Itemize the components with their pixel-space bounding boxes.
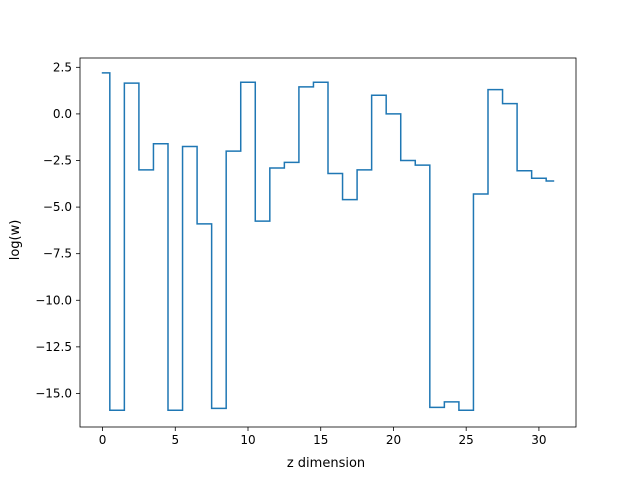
x-axis-label: z dimension [287,456,365,471]
y-tick-label: −10.0 [35,293,72,307]
x-tick-label: 15 [313,433,328,447]
x-tick-label: 20 [386,433,401,447]
y-tick-label: 2.5 [53,60,72,74]
y-tick-label: −2.5 [43,154,72,168]
y-tick-label: −12.5 [35,340,72,354]
y-tick-label: 0.0 [53,107,72,121]
x-tick-label: 5 [171,433,179,447]
series-line [101,72,555,411]
x-tick-label: 0 [99,433,107,447]
y-tick-label: −5.0 [43,200,72,214]
y-axis-label: log(w) [8,220,23,261]
axes-layer: 0 5 10 15 20 25 30 2.5 0.0 −2.5 −5.0 −7.5 −10.0 −12.5… [35,57,577,447]
series-layer [101,72,555,411]
x-tick-label: 30 [531,433,546,447]
plot-frame [79,57,577,428]
x-tick-label: 25 [459,433,474,447]
y-tick-label: −7.5 [43,247,72,261]
y-tick-label: −15.0 [35,386,72,400]
x-tick-label: 10 [240,433,255,447]
